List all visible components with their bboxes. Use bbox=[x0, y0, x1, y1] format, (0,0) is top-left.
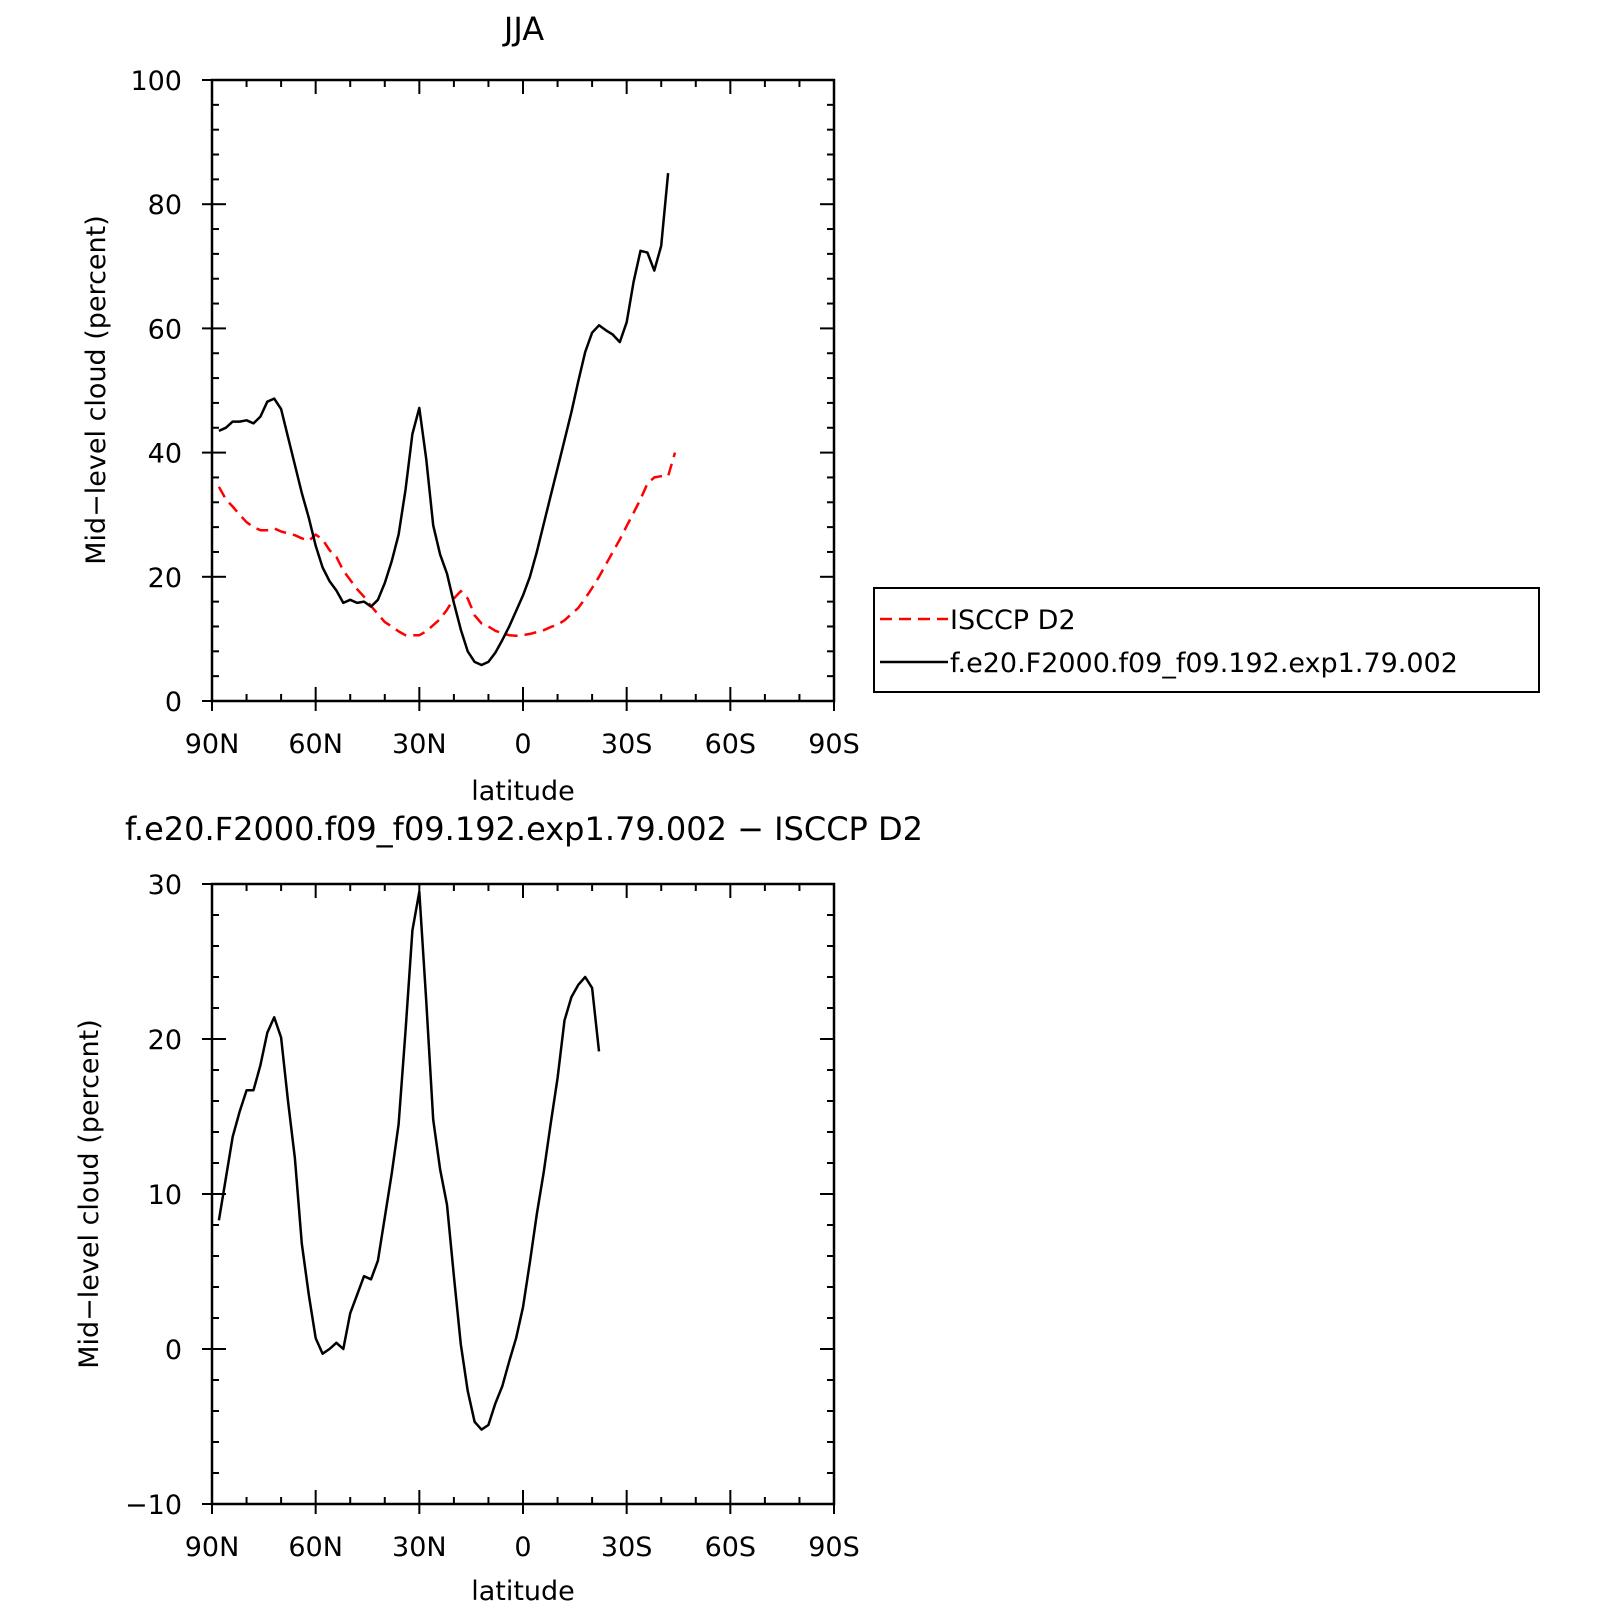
top-x-tick-labels: 90N 60N 30N 0 30S 60S 90S bbox=[185, 729, 860, 760]
bottom-plot-lines bbox=[217, 890, 601, 1431]
top-y-tick-label: 60 bbox=[148, 314, 182, 345]
top-x-tick-label: 90S bbox=[808, 729, 860, 760]
bottom-x-tick-label: 60N bbox=[288, 1532, 343, 1563]
bottom-y-tick-label: 10 bbox=[148, 1180, 182, 1211]
bottom-x-tick-label: 90S bbox=[808, 1532, 860, 1563]
top-y-tick-label: 100 bbox=[130, 66, 182, 97]
top-series-line-1 bbox=[218, 172, 670, 667]
bottom-chart-title: f.e20.F2000.f09_f09.192.exp1.79.002 − IS… bbox=[125, 810, 923, 848]
bottom-y-tick-label: 30 bbox=[148, 870, 182, 901]
bottom-x-tick-label: 90N bbox=[185, 1532, 240, 1563]
bottom-x-tick-label: 60S bbox=[705, 1532, 757, 1563]
top-y-tick-label: 40 bbox=[148, 439, 182, 470]
bottom-y-tick-labels: −10 0 10 20 30 bbox=[125, 870, 182, 1521]
bottom-x-axis-label: latitude bbox=[471, 1576, 575, 1607]
top-panel: JJA 90N 60N 30N 0 30S 60S 90S 0 20 40 60 80 100 lat… bbox=[81, 10, 1540, 807]
top-y-tick-label: 0 bbox=[165, 687, 182, 718]
top-x-tick-label: 30N bbox=[392, 729, 447, 760]
bottom-y-tick-label: −10 bbox=[125, 1490, 182, 1521]
bottom-y-axis-label: Mid−level cloud (percent) bbox=[74, 1019, 105, 1369]
top-x-tick-label: 90N bbox=[185, 729, 240, 760]
bottom-x-tick-label: 30S bbox=[601, 1532, 653, 1563]
legend: ISCCP D2 f.e20.F2000.f09_f09.192.exp1.79… bbox=[873, 587, 1540, 693]
top-x-tick-label: 30S bbox=[601, 729, 653, 760]
bottom-x-tick-label: 0 bbox=[514, 1532, 531, 1563]
top-y-axis-label: Mid−level cloud (percent) bbox=[81, 215, 112, 565]
bottom-x-tick-label: 30N bbox=[392, 1532, 447, 1563]
top-chart-title: JJA bbox=[502, 10, 544, 48]
legend-label-model: f.e20.F2000.f09_f09.192.exp1.79.002 bbox=[950, 648, 1458, 679]
top-x-tick-label: 60N bbox=[288, 729, 343, 760]
bottom-x-tick-labels: 90N 60N 30N 0 30S 60S 90S bbox=[185, 1532, 860, 1563]
legend-box bbox=[873, 587, 1540, 693]
top-x-tick-label: 0 bbox=[514, 729, 531, 760]
top-plot-lines bbox=[217, 172, 677, 667]
top-x-tick-label: 60S bbox=[705, 729, 757, 760]
top-y-tick-labels: 0 20 40 60 80 100 bbox=[130, 66, 182, 718]
top-plot-frame bbox=[210, 78, 836, 703]
top-y-tick-label: 20 bbox=[148, 563, 182, 594]
top-series-line-0 bbox=[217, 452, 677, 638]
bottom-y-tick-label: 0 bbox=[165, 1335, 182, 1366]
bottom-panel: f.e20.F2000.f09_f09.192.exp1.79.002 − IS… bbox=[74, 810, 923, 1607]
bottom-series-line-0 bbox=[217, 890, 601, 1431]
top-y-tick-label: 80 bbox=[148, 190, 182, 221]
bottom-y-tick-label: 20 bbox=[148, 1025, 182, 1056]
legend-label-isccp-d2: ISCCP D2 bbox=[950, 605, 1076, 636]
bottom-plot-frame bbox=[210, 882, 836, 1506]
top-x-axis-label: latitude bbox=[471, 776, 575, 807]
